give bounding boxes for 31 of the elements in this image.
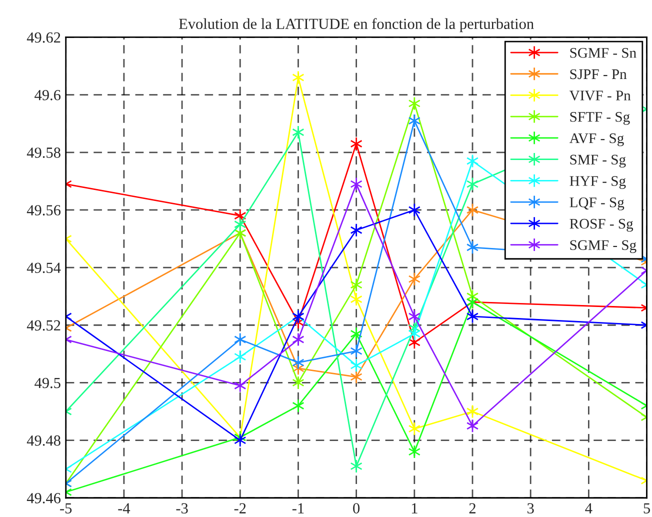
y-tick-label: 49.58 <box>26 148 60 158</box>
legend-label: SFTF - Sg <box>570 112 630 125</box>
legend-label: SGMF - Sn <box>570 48 636 58</box>
legend-label: ROSF - Sg <box>570 218 634 232</box>
legend-label: AVF - Sg <box>569 133 624 146</box>
chart-title: Evolution de la LATITUDE en fonction de la perturbation <box>178 18 534 32</box>
legend-label: HYF - Sg <box>570 176 626 189</box>
legend-label: SGMF - Sg <box>570 240 636 254</box>
y-tick-label: 49.6 <box>34 90 61 100</box>
x-tick-label: 3 <box>528 503 534 514</box>
legend-label: SJPF - Pn <box>570 69 627 80</box>
x-tick-label: -4 <box>118 503 130 514</box>
x-tick-label: 0 <box>353 503 360 514</box>
legend-label: SMF - Sg <box>570 154 626 168</box>
y-tick-label: 49.48 <box>26 435 60 446</box>
y-tick-label: 49.46 <box>26 493 61 504</box>
y-tick-label: 49.52 <box>26 320 60 331</box>
x-tick-label: 5 <box>644 503 650 514</box>
legend-label: VIVF - Pn <box>569 90 631 101</box>
x-tick-label: -3 <box>176 503 188 514</box>
x-tick-label: -5 <box>60 503 72 514</box>
y-tick-label: 49.5 <box>34 378 60 388</box>
y-tick-label: 49.56 <box>26 205 61 216</box>
x-tick-label: -2 <box>234 503 246 514</box>
y-tick-label: 49.54 <box>26 262 61 274</box>
x-tick-label: 1 <box>412 503 418 514</box>
x-tick-label: 2 <box>469 503 476 514</box>
y-tick-label: 49.62 <box>26 32 60 43</box>
x-tick-label: 4 <box>585 503 592 514</box>
x-tick-label: -1 <box>292 503 304 514</box>
legend-label: LQF - Sg <box>570 197 624 210</box>
